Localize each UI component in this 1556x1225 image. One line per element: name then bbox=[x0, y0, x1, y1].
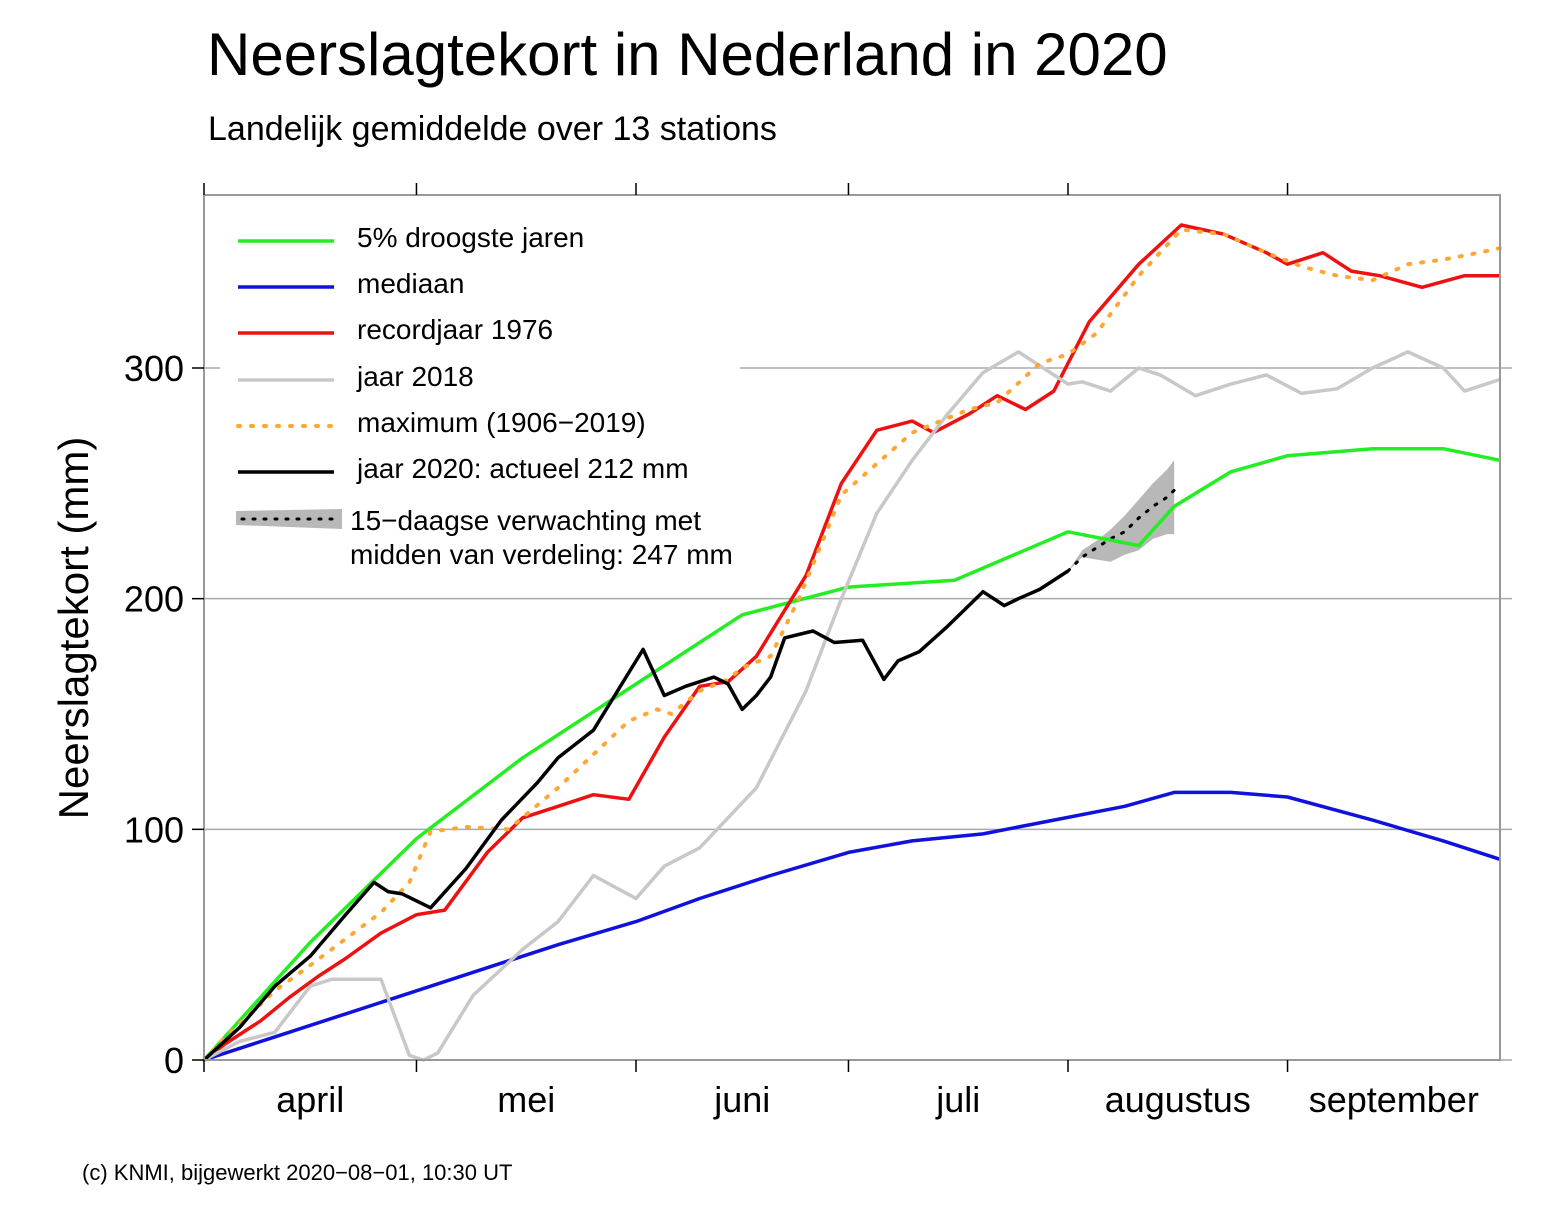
forecast-median-line bbox=[1066, 488, 1176, 573]
series-record bbox=[202, 223, 1500, 1062]
legend-label-forecast-line2: midden van verdeling: 247 mm bbox=[350, 539, 733, 570]
x-tick-label-juni: juni bbox=[713, 1079, 770, 1120]
x-tick-label-september: september bbox=[1309, 1079, 1479, 1120]
series-droogste bbox=[202, 446, 1501, 1062]
plot-frame bbox=[203, 194, 1501, 1061]
series-jaar2018 bbox=[203, 350, 1501, 1062]
y-tick-label-0: 0 bbox=[164, 1040, 184, 1081]
legend-label-record: recordjaar 1976 bbox=[357, 314, 553, 345]
y-tick-label-100: 100 bbox=[124, 809, 184, 850]
y-tick-label-300: 300 bbox=[124, 348, 184, 389]
copyright-note: (c) KNMI, bijgewerkt 2020−08−01, 10:30 U… bbox=[82, 1160, 513, 1185]
legend-label-maximum: maximum (1906−2019) bbox=[357, 407, 646, 438]
series-jaar2020 bbox=[202, 569, 1069, 1062]
legend: 5% droogste jaren mediaan recordjaar 1976 j… bbox=[236, 222, 733, 570]
axis-layer: 0 100 200 300 april mei juni juli augustus septem… bbox=[124, 183, 1479, 1120]
x-tick-label-juli: juli bbox=[935, 1079, 980, 1120]
series-mediaan bbox=[203, 790, 1501, 1062]
forecast-band-layer bbox=[1066, 460, 1176, 573]
chart-subtitle: Landelijk gemiddelde over 13 stations bbox=[208, 110, 777, 148]
legend-label-jaar2020: jaar 2020: actueel 212 mm bbox=[356, 453, 689, 484]
legend-label-forecast: 15−daagse verwachting met bbox=[350, 505, 701, 536]
y-tick-label-200: 200 bbox=[124, 579, 184, 620]
x-tick-label-mei: mei bbox=[497, 1079, 555, 1120]
legend-label-mediaan: mediaan bbox=[357, 268, 464, 299]
x-tick-label-april: april bbox=[276, 1079, 344, 1120]
y-axis-title: Neerslagtekort (mm) bbox=[50, 437, 97, 820]
chart-title: Neerslagtekort in Nederland in 2020 bbox=[207, 21, 1168, 88]
forecast-band bbox=[1068, 460, 1175, 571]
series-layer bbox=[202, 223, 1502, 1062]
legend-label-jaar2018: jaar 2018 bbox=[356, 361, 474, 392]
legend-label-droogste: 5% droogste jaren bbox=[357, 222, 584, 253]
series-maximum bbox=[202, 227, 1502, 1062]
x-tick-label-augustus: augustus bbox=[1105, 1079, 1251, 1120]
